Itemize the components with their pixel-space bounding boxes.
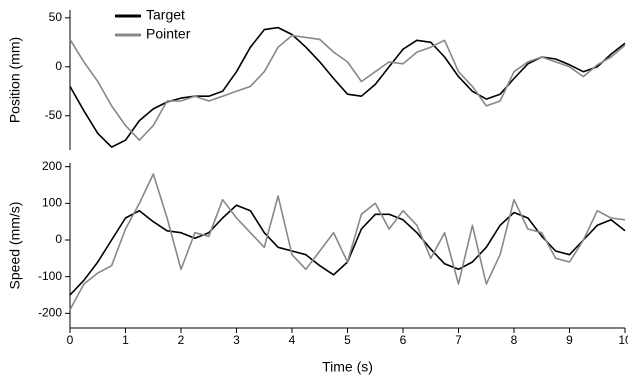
x-tick-label: 2 (178, 333, 185, 347)
y-tick-label: 50 (49, 10, 63, 24)
y-tick-label: -50 (45, 108, 63, 122)
x-tick-label: 1 (122, 333, 129, 347)
y-tick-label: -200 (38, 306, 62, 320)
x-tick-label: 7 (455, 333, 462, 347)
x-tick-label: 8 (511, 333, 518, 347)
x-tick-label: 4 (289, 333, 296, 347)
y-axis-label: Speed (mm/s) (7, 202, 23, 290)
data-line (69, 26, 626, 148)
y-axis-label: Position (mm) (7, 37, 23, 123)
x-axis-label: Time (s) (322, 359, 373, 375)
y-tick-label: 100 (42, 196, 62, 210)
legend-label: Pointer (146, 26, 191, 42)
data-line (69, 204, 626, 296)
x-tick-label: 0 (67, 333, 74, 347)
data-line (69, 173, 626, 311)
y-tick-label: 0 (55, 59, 62, 73)
data-line (69, 34, 626, 141)
x-tick-label: 3 (233, 333, 240, 347)
x-tick-label: 6 (400, 333, 407, 347)
y-tick-label: 0 (55, 232, 62, 246)
legend-label: Target (146, 7, 185, 23)
x-tick-label: 5 (344, 333, 351, 347)
y-tick-label: -100 (38, 269, 62, 283)
x-tick-label: 10 (618, 333, 628, 347)
x-tick-label: 9 (566, 333, 573, 347)
y-tick-label: 200 (42, 159, 62, 173)
